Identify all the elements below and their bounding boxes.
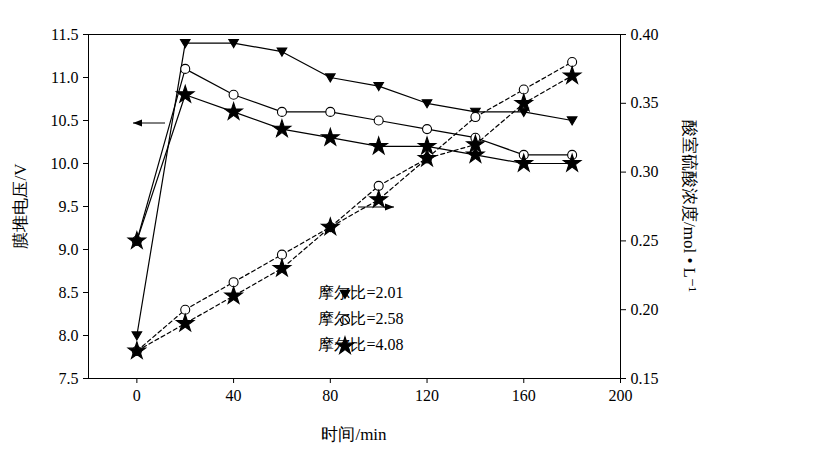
svg-text:膜堆电压/V: 膜堆电压/V xyxy=(11,163,30,249)
svg-text:0.40: 0.40 xyxy=(631,26,659,43)
svg-text:200: 200 xyxy=(609,387,633,404)
svg-text:9.0: 9.0 xyxy=(59,241,79,258)
svg-text:11.0: 11.0 xyxy=(51,69,78,86)
svg-text:7.5: 7.5 xyxy=(59,370,79,387)
svg-text:0.25: 0.25 xyxy=(631,232,659,249)
svg-text:摩尔比=2.58: 摩尔比=2.58 xyxy=(318,310,403,327)
svg-text:0.20: 0.20 xyxy=(631,301,659,318)
svg-text:10.5: 10.5 xyxy=(51,112,79,129)
svg-text:0.35: 0.35 xyxy=(631,94,659,111)
svg-text:160: 160 xyxy=(512,387,536,404)
svg-text:8.0: 8.0 xyxy=(59,327,79,344)
svg-text:11.5: 11.5 xyxy=(51,26,78,43)
svg-text:8.5: 8.5 xyxy=(59,284,79,301)
svg-text:时间/min: 时间/min xyxy=(321,425,387,444)
svg-text:40: 40 xyxy=(226,387,242,404)
svg-text:0: 0 xyxy=(133,387,141,404)
svg-text:80: 80 xyxy=(322,387,338,404)
svg-text:摩尔比=4.08: 摩尔比=4.08 xyxy=(318,336,403,353)
svg-text:0.15: 0.15 xyxy=(631,370,659,387)
svg-text:酸室硫酸浓度/mol • L⁻¹: 酸室硫酸浓度/mol • L⁻¹ xyxy=(680,120,699,292)
svg-text:0.30: 0.30 xyxy=(631,163,659,180)
svg-text:120: 120 xyxy=(415,387,439,404)
svg-text:10.0: 10.0 xyxy=(51,155,79,172)
svg-text:9.5: 9.5 xyxy=(59,198,79,215)
svg-text:摩尔比=2.01: 摩尔比=2.01 xyxy=(318,284,403,301)
